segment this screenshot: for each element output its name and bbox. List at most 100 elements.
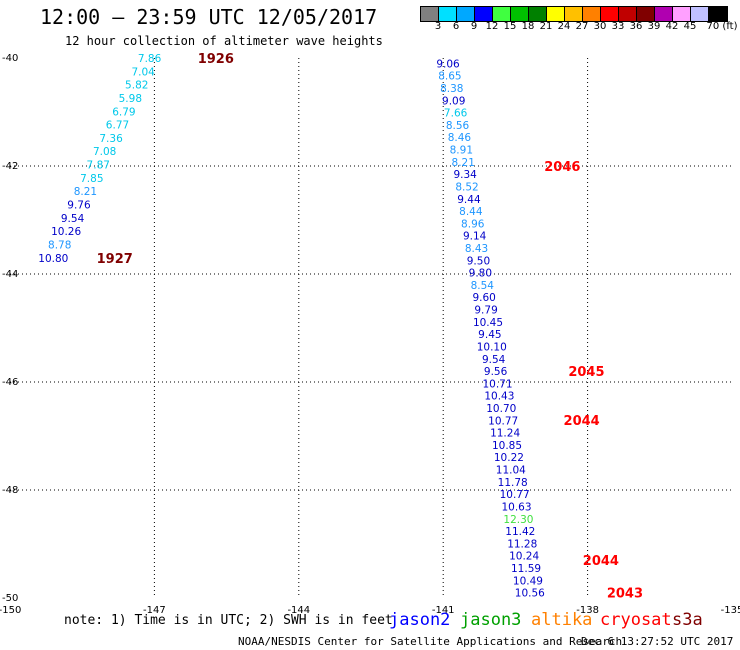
wave-height-label: 10.80	[38, 253, 68, 265]
pass-time-label: 2046	[544, 160, 580, 175]
lon-tick-label: -144	[287, 605, 310, 616]
wave-height-label: 10.70	[486, 403, 516, 415]
wave-height-label: 10.49	[513, 575, 543, 587]
color-scale-label: 18	[521, 21, 535, 32]
lon-tick-label: -150	[0, 605, 21, 616]
footer-credit: NOAA/NESDIS Center for Satellite Applica…	[238, 635, 623, 648]
lat-tick-label: -48	[2, 485, 18, 496]
color-scale-label: 9	[470, 21, 478, 32]
wave-height-label: 9.50	[467, 255, 490, 267]
color-scale-label: 36	[629, 21, 643, 32]
wave-height-label: 7.08	[93, 146, 116, 158]
wave-height-label: 8.44	[459, 206, 483, 218]
wave-height-label: 10.10	[477, 341, 507, 353]
color-scale-label: 6	[452, 21, 460, 32]
color-swatch	[619, 7, 637, 21]
wave-height-label: 8.21	[452, 157, 475, 169]
wave-height-label: 8.78	[48, 239, 71, 251]
color-scale-label: 12	[485, 21, 499, 32]
color-scale-label: 42	[665, 21, 679, 32]
wave-height-label: 9.60	[472, 292, 495, 304]
color-scale-label: 21	[539, 21, 553, 32]
wave-height-label: 11.28	[507, 538, 537, 550]
wave-height-label: 7.85	[80, 173, 103, 185]
pass-time-label: 2044	[583, 554, 619, 569]
wave-height-label: 10.22	[494, 452, 524, 464]
lat-tick-label: -44	[2, 269, 18, 280]
wave-height-label: 8.52	[455, 181, 478, 193]
pass-time-label: 2044	[564, 414, 600, 429]
pass-time-label: 2045	[568, 365, 604, 380]
wave-height-label: 8.56	[446, 120, 470, 132]
color-swatch	[655, 7, 673, 21]
color-scale-label: 24	[557, 21, 571, 32]
lon-tick-label: -141	[432, 605, 455, 616]
wave-height-label: 12.30	[503, 514, 533, 526]
wave-height-label: 6.77	[106, 120, 129, 132]
wave-height-label: 9.76	[67, 200, 91, 212]
color-scale-bar	[420, 6, 728, 22]
color-swatch	[583, 7, 601, 21]
satellite-legend-jason2: jason2	[389, 610, 451, 630]
wave-height-label: 6.79	[112, 106, 135, 118]
satellite-legend-s3a: s3a	[672, 610, 703, 630]
color-swatch	[691, 7, 709, 21]
wave-height-label: 9.79	[474, 305, 497, 317]
map-subtitle: 12 hour collection of altimeter wave hei…	[65, 34, 383, 48]
wave-height-label: 9.44	[457, 194, 481, 206]
color-swatch	[475, 7, 493, 21]
pass-time-label: 2043	[607, 587, 643, 602]
wave-height-label: 9.54	[61, 213, 85, 225]
wave-height-label: 8.46	[448, 132, 472, 144]
color-scale-label: 30	[593, 21, 607, 32]
wave-height-label: 8.54	[471, 280, 495, 292]
wave-height-label: 8.43	[465, 243, 488, 255]
color-swatch	[709, 7, 727, 21]
wave-height-label: 5.82	[125, 80, 148, 92]
wave-height-label: 11.78	[498, 477, 528, 489]
legend-row: note: 1) Time is in UTC; 2) SWH is in fe…	[0, 610, 740, 633]
lon-tick-label: -138	[576, 605, 599, 616]
wave-height-label: 10.26	[51, 226, 81, 238]
wave-height-label: 5.98	[119, 93, 142, 105]
color-scale-label: 3	[434, 21, 442, 32]
wave-height-label: 8.96	[461, 218, 485, 230]
color-scale-labels: 3 6 9 12 15 18 21 24 27 30 33 36 39 42 45 70 (ft)	[420, 21, 740, 35]
wave-height-label: 8.65	[438, 71, 461, 83]
satellite-legend-jason3: jason3	[460, 610, 522, 630]
wave-height-label: 7.66	[444, 108, 468, 120]
color-swatch	[529, 7, 547, 21]
color-swatch	[637, 7, 655, 21]
wave-height-label: 10.56	[515, 588, 545, 600]
wave-height-label: 9.56	[484, 366, 508, 378]
wave-height-label: 9.06	[436, 58, 460, 70]
pass-time-label: 1927	[97, 252, 133, 267]
wave-height-label: 9.34	[453, 169, 477, 181]
wave-height-label: 7.87	[87, 160, 110, 172]
color-scale-label: 15	[503, 21, 517, 32]
wave-height-label: 10.45	[473, 317, 503, 329]
lon-tick-label: -135	[721, 605, 740, 616]
units-note: note: 1) Time is in UTC; 2) SWH is in fe…	[64, 613, 393, 628]
wave-height-label: 10.77	[488, 415, 518, 427]
satellite-legend-cryosat: cryosat	[600, 610, 672, 630]
color-scale-label: 70 (ft)	[706, 21, 738, 32]
wave-height-label: 10.24	[509, 551, 539, 563]
wave-height-label: 7.36	[99, 133, 123, 145]
footer-timestamp: Dec 6 13:27:52 UTC 2017	[581, 635, 734, 648]
wave-height-label: 10.43	[484, 391, 514, 403]
map-title: 12:00 — 23:59 UTC 12/05/2017	[40, 5, 378, 29]
color-swatch	[457, 7, 475, 21]
wave-height-label: 9.45	[478, 329, 501, 341]
lon-tick-label: -147	[143, 605, 166, 616]
color-swatch	[511, 7, 529, 21]
color-scale-label: 33	[611, 21, 625, 32]
wave-height-label: 9.14	[463, 231, 487, 243]
wave-height-label: 7.86	[138, 53, 162, 65]
lat-tick-label: -46	[2, 377, 18, 388]
color-swatch	[673, 7, 691, 21]
wave-height-label: 10.77	[500, 489, 530, 501]
color-swatch	[493, 7, 511, 21]
wave-height-label: 9.09	[442, 95, 465, 107]
